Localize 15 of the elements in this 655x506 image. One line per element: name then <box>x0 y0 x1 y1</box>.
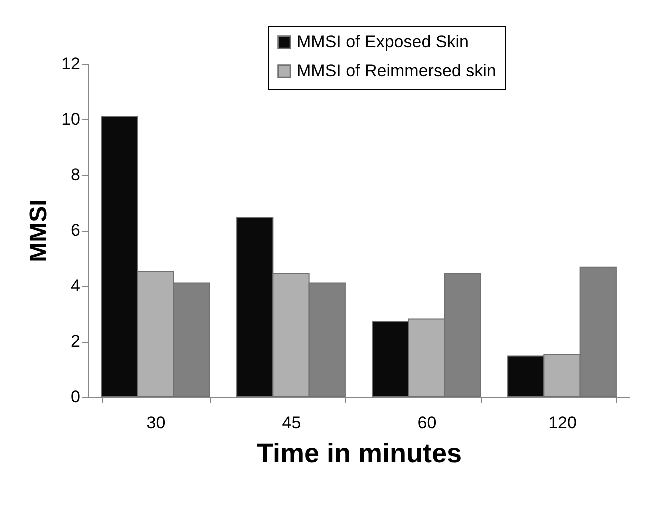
x-axis-title: Time in minutes <box>256 438 462 468</box>
y-axis-title: MMSI <box>26 200 53 262</box>
y-tick-label: 10 <box>62 110 80 129</box>
legend-label: MMSI of Reimmersed skin <box>297 62 496 80</box>
y-tick-label: 2 <box>71 332 80 351</box>
y-tick-label: 12 <box>62 54 80 74</box>
legend-label: MMSI of Exposed Skin <box>297 32 469 52</box>
y-tick-label: 8 <box>71 166 80 184</box>
y-tick-label: 0 <box>71 388 80 406</box>
x-tick-label: 30 <box>146 414 166 432</box>
y-tick-label: 4 <box>71 276 80 296</box>
x-tick-label: 45 <box>282 414 302 432</box>
y-tick-label: 6 <box>71 221 80 240</box>
x-tick-label: 60 <box>418 414 437 432</box>
x-tick-label: 120 <box>548 414 577 432</box>
